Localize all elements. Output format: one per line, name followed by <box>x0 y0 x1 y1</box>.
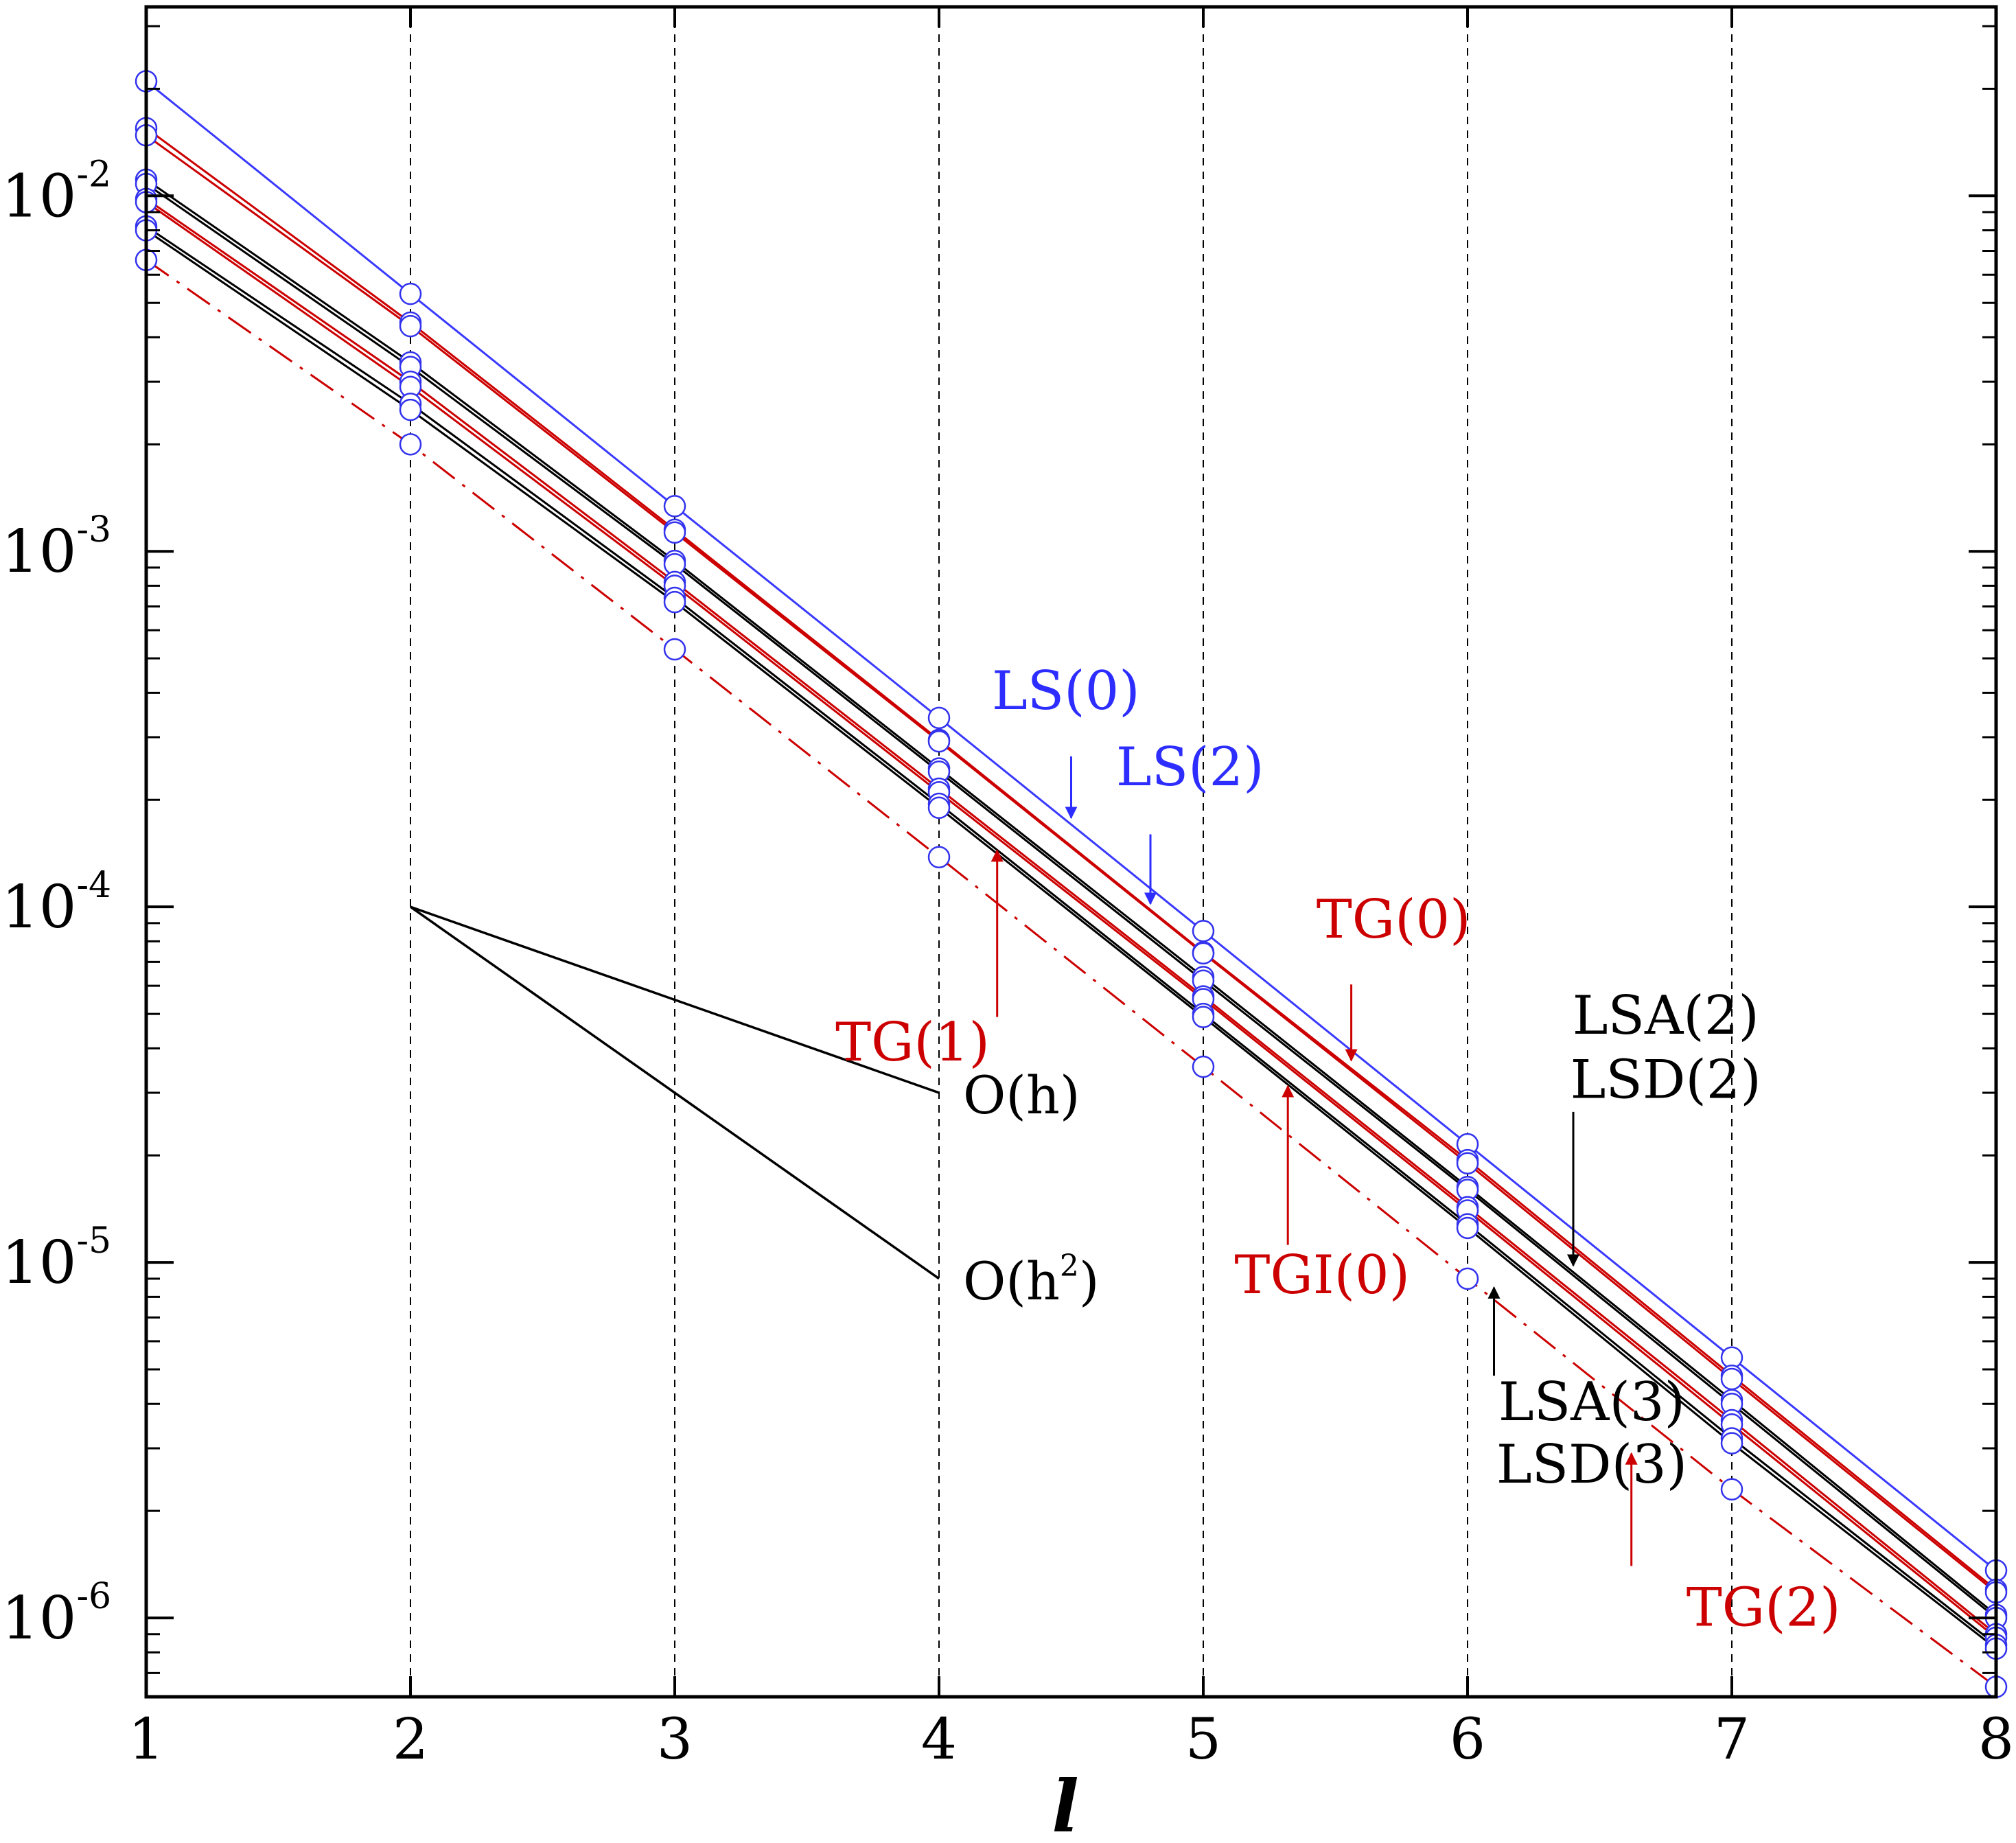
data-point-tg-0 <box>1456 1152 1479 1175</box>
annotation-label-ls-0: LS(0) <box>992 660 1140 722</box>
y-tick-base: 10 <box>1 162 76 231</box>
series-line-lsd-3 <box>146 229 1997 1649</box>
data-point-lsd-3 <box>1192 1006 1215 1028</box>
annotation-label-lsd-3: LSD(3) <box>1496 1434 1687 1496</box>
annotation-label-tgi-0: TGI(0) <box>1234 1244 1410 1306</box>
data-point-lsd-3 <box>663 590 686 614</box>
y-tick-label: 10-6 <box>1 1576 111 1653</box>
slope-triangles: O(h)O(h2) <box>409 905 1100 1312</box>
x-tick-label: 2 <box>393 1707 428 1772</box>
data-point-lsd-3 <box>1456 1216 1479 1240</box>
slope-label-o-h: O(h) <box>963 1065 1080 1126</box>
data-point-ls-0 <box>663 495 686 518</box>
data-point-tg-2 <box>927 846 951 868</box>
data-point-tg-0 <box>399 314 422 338</box>
data-point-tg-2 <box>1720 1478 1743 1500</box>
y-tick-label: 10-3 <box>1 509 111 586</box>
slope-line-o-h2 <box>409 905 940 1280</box>
y-tick-exponent: -3 <box>76 509 111 550</box>
data-point-tg-0 <box>927 730 951 753</box>
series-line-tg-0 <box>146 134 1997 1594</box>
y-tick-base: 10 <box>1 1584 76 1653</box>
y-tick-label: 10-4 <box>1 865 111 942</box>
annotation-label-tg-1: TG(1) <box>835 1012 990 1074</box>
x-tick-label: 6 <box>1450 1707 1485 1772</box>
axes: 1 2 3 4 5 6 7 810-210-310-410-510-6 <box>1 5 2014 1772</box>
series-line-ls-0 <box>146 80 1997 1572</box>
data-point-tg-0 <box>663 521 686 544</box>
series-lines <box>146 80 1997 1688</box>
data-point-tg-2 <box>1192 1055 1215 1078</box>
slope-label-text: O(h <box>963 1251 1060 1312</box>
x-tick-label: 8 <box>1978 1707 2014 1772</box>
slope-label-text: O(h) <box>963 1065 1080 1126</box>
slope-label-close: ) <box>1079 1251 1100 1312</box>
y-tick-exponent: -5 <box>76 1220 111 1262</box>
data-point-tg-2 <box>399 433 422 456</box>
data-point-tg-2 <box>1456 1267 1479 1290</box>
data-point-tg-0 <box>1192 942 1215 965</box>
annotation-label-lsd-2: LSD(2) <box>1571 1050 1761 1111</box>
series-line-tg-2 <box>146 259 1997 1688</box>
annotation-label-ls-2: LS(2) <box>1116 737 1264 798</box>
y-tick-label: 10-5 <box>1 1220 111 1297</box>
slope-label-sup: 2 <box>1060 1249 1079 1284</box>
x-axis-label: l <box>1052 1764 1079 1843</box>
data-point-ls-0 <box>927 706 951 730</box>
series-line-tg-1 <box>146 198 1997 1635</box>
x-tick-label: 1 <box>128 1707 164 1772</box>
series-line-lsd-2 <box>146 183 1997 1619</box>
annotation-label-lsa-3: LSA(3) <box>1498 1371 1685 1433</box>
plot-frame <box>144 5 1998 1699</box>
data-point-tg-2 <box>663 638 686 661</box>
y-tick-exponent: -6 <box>76 1576 111 1617</box>
data-point-lsd-3 <box>399 398 422 421</box>
y-tick-exponent: -4 <box>76 865 111 906</box>
y-tick-label: 10-2 <box>1 154 111 231</box>
annotations: LS(0) LS(2) TG(0) TG(1) TGI(0) LSA(2)LSD(2) LS… <box>835 660 1841 1639</box>
annotation-label-tg-0: TG(0) <box>1317 889 1471 951</box>
y-tick-base: 10 <box>1 873 76 942</box>
y-tick-base: 10 <box>1 518 76 586</box>
x-tick-label: 7 <box>1714 1707 1750 1772</box>
x-tick-label: 3 <box>657 1707 693 1772</box>
series-line-lsa-2 <box>146 178 1997 1616</box>
series-line-lsa-3 <box>146 225 1997 1646</box>
data-point-tg-0 <box>1720 1367 1743 1391</box>
data-point-lsd-3 <box>927 796 951 820</box>
series-line-tgi-0 <box>146 201 1997 1638</box>
x-tick-label: 4 <box>921 1707 957 1772</box>
data-point-lsd-3 <box>1720 1432 1743 1454</box>
y-tick-base: 10 <box>1 1229 76 1297</box>
slope-line-o-h <box>410 905 940 1094</box>
y-tick-exponent: -2 <box>76 154 111 195</box>
x-tick-label: 5 <box>1185 1707 1221 1772</box>
annotation-label-tg-2: TG(2) <box>1687 1577 1841 1639</box>
data-point-ls-0 <box>399 282 422 305</box>
slope-label-o-h2: O(h2) <box>963 1249 1100 1312</box>
annotation-label-lsa-2: LSA(2) <box>1573 985 1759 1047</box>
data-point-ls-0 <box>1192 920 1215 942</box>
